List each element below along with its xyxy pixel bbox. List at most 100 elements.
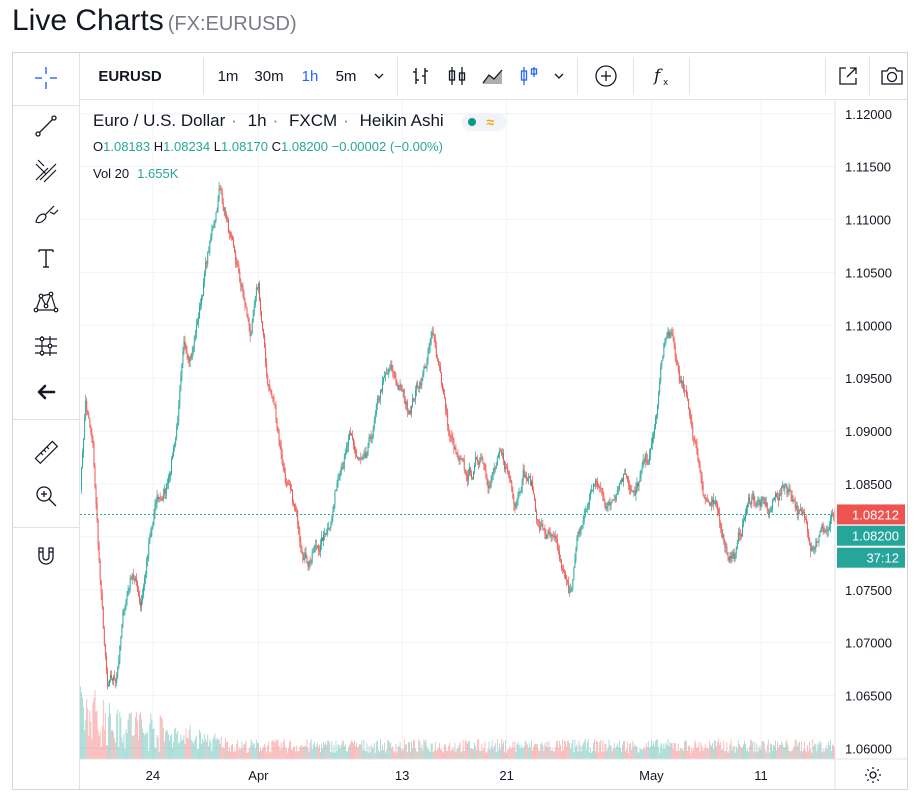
volume-bar [163,742,165,759]
candle-body [648,455,650,463]
crosshair-icon[interactable] [29,61,63,95]
volume-bar [796,746,798,759]
candle-body [515,503,517,508]
volume-bar [688,745,690,759]
volume-bar [677,743,679,759]
volume-bar [122,742,124,759]
camera-icon[interactable] [873,53,911,99]
volume-bar [363,739,365,759]
trend-line-icon[interactable] [29,109,63,143]
volume-bar [704,744,706,759]
volume-bar [393,751,395,759]
back-arrow-icon[interactable] [29,375,63,409]
volume-bar [707,748,709,759]
add-compare-icon[interactable] [583,53,629,99]
zoom-in-icon[interactable] [29,479,63,513]
candle-body [321,537,322,546]
candle-body [700,470,702,478]
volume-bar [778,747,780,759]
volume-bar [356,743,358,759]
market-status-badge[interactable]: ≈ [462,112,507,131]
candle-body [761,497,763,502]
candle-body [826,530,828,532]
candle-body [789,488,791,491]
candle-body [611,500,613,504]
volume-bar [740,748,742,759]
volume-bar [94,690,96,759]
interval-30m-button[interactable]: 30m [254,67,284,85]
brush-icon[interactable] [29,197,63,231]
volume-bar [675,750,677,759]
volume-bar [703,748,705,759]
interval-chevron-down-icon[interactable] [369,53,389,99]
volume-bar [169,740,170,759]
candle-body [548,531,550,533]
area-chart-icon[interactable] [477,53,509,99]
bar-chart-icon[interactable] [405,53,437,99]
volume-bar [380,739,381,759]
volume-bar [460,752,462,759]
volume-bar [489,749,491,759]
volume-bar [394,752,396,759]
prediction-icon[interactable] [29,329,63,363]
candle-body [568,581,570,594]
volume-bar [249,746,251,759]
candle-body [197,318,199,323]
candle-body [260,299,261,312]
candle-body [421,377,423,386]
candle-body [416,384,418,390]
candle-body [200,304,201,307]
volume-bar [280,742,282,759]
gear-icon[interactable] [861,763,885,787]
chart-type-chevron-down-icon[interactable] [549,53,569,99]
candle-body [497,454,499,458]
heikin-ashi-icon[interactable] [513,53,545,99]
popout-icon[interactable] [829,53,867,99]
candle-body [284,472,286,483]
candle-body [535,500,537,512]
volume-bar [218,739,220,759]
volume-bar [268,741,270,759]
volume-bar [200,732,201,759]
pitchfork-icon[interactable] [29,153,63,187]
interval-1h-button[interactable]: 1h [301,67,319,85]
magnet-icon[interactable] [29,539,63,573]
candle-body [658,392,660,405]
candle-body [688,398,690,408]
volume-bar [83,706,85,759]
candle-body [153,514,155,522]
candle-body [175,437,177,445]
volume-bar [322,748,323,759]
candle-body [709,504,711,506]
volume-bar [146,733,148,759]
candle-chart-icon[interactable] [441,53,473,99]
interval-5m-button[interactable]: 5m [335,67,357,85]
price-chart[interactable]: 1.120001.115001.110001.105001.100001.095… [13,53,907,789]
symbol-search-button[interactable]: EURUSD [98,67,162,85]
candle-body [463,460,465,470]
candle-body [554,536,556,538]
interval-1m-button[interactable]: 1m [217,67,239,85]
volume-bar [458,744,460,759]
candle-body [814,547,816,550]
pattern-icon[interactable] [29,285,63,319]
volume-bar [611,751,613,759]
volume-bar [209,739,211,759]
volume-bar [814,743,816,759]
candle-body [726,546,728,553]
ruler-icon[interactable] [29,435,63,469]
volume-bar [558,740,560,759]
text-tool-icon[interactable] [29,241,63,275]
candle-body [306,557,308,563]
candle-body [325,533,327,535]
volume-bar [710,745,712,759]
volume-bar [92,702,94,759]
volume-bar [100,746,102,759]
candle-body [524,474,526,478]
candle-body [232,237,234,240]
candle-body [523,469,525,478]
volume-bar [193,740,195,759]
candle-body [722,534,724,538]
